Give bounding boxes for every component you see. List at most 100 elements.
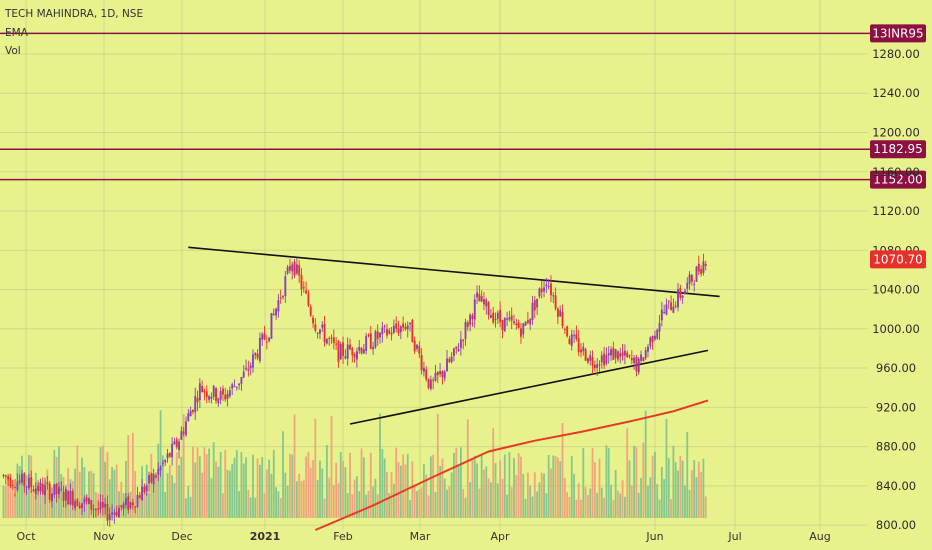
trendline-lower[interactable]	[349, 349, 709, 425]
volume-bar	[459, 447, 462, 518]
volume-bar	[92, 473, 95, 518]
volume-bar	[335, 462, 338, 518]
candle-body	[111, 512, 114, 515]
candle-body	[30, 477, 33, 488]
candle-body	[81, 503, 83, 509]
volume-bar	[658, 499, 661, 518]
candle-body	[566, 326, 569, 337]
x-tick-label: Apr	[490, 530, 510, 543]
volume-bar	[388, 493, 391, 518]
volume-bar	[406, 453, 409, 518]
y-tick-label: 960.00	[876, 361, 916, 375]
volume-bar	[201, 472, 204, 518]
candle-body	[598, 364, 601, 366]
candle-body	[314, 324, 317, 331]
volume-bar	[332, 485, 335, 518]
volume-bar	[208, 448, 210, 518]
candle-body	[69, 491, 72, 505]
volume-bar	[390, 472, 393, 518]
volume-bar	[577, 483, 580, 518]
volume-bar	[159, 410, 162, 518]
candle-body	[614, 349, 617, 359]
candle-body	[647, 346, 649, 352]
candle-body	[168, 453, 171, 457]
candle-body	[351, 347, 354, 356]
volume-bar	[503, 454, 506, 518]
volume-bar	[513, 457, 515, 518]
candle-body	[254, 352, 257, 356]
candle-body	[185, 421, 187, 436]
level-label-bg	[870, 170, 926, 189]
candle-body	[554, 295, 557, 309]
candle-body	[610, 349, 612, 356]
level-label: 1152.00	[873, 173, 923, 187]
volume-bar	[436, 414, 439, 518]
trendline-upper[interactable]	[188, 246, 720, 298]
level-label: 13INR95	[872, 26, 923, 40]
volume-bar	[150, 453, 153, 518]
candle-body	[275, 308, 278, 316]
candle-body	[603, 353, 606, 366]
candle-body	[515, 323, 518, 326]
volume-bar	[275, 487, 277, 518]
candle-body	[392, 325, 395, 333]
volume-bar	[233, 457, 236, 518]
volume-bar	[155, 476, 157, 518]
candle-body	[621, 352, 624, 356]
volume-bar	[222, 493, 224, 518]
candle-body	[457, 349, 460, 351]
last-price-tag	[870, 250, 926, 269]
volume-bar	[381, 449, 384, 518]
volume-bar	[305, 456, 308, 518]
candle-body	[372, 346, 375, 350]
volume-bar	[644, 410, 647, 518]
candle-body	[85, 497, 88, 502]
volume-bar	[115, 464, 118, 518]
volume-bar	[665, 419, 668, 518]
volume-bar	[106, 452, 109, 518]
volume-bar	[118, 491, 120, 518]
trendlines[interactable]	[188, 246, 720, 425]
candle-body	[411, 319, 414, 343]
candle-body	[83, 498, 86, 504]
candle-body	[365, 336, 368, 351]
volume-bar	[277, 491, 280, 518]
volume-bar	[684, 485, 686, 518]
volume-bar	[7, 477, 10, 518]
volume-bar	[508, 452, 511, 518]
candle-body	[270, 313, 273, 339]
candle-body	[496, 312, 499, 319]
volume-bar	[245, 457, 247, 518]
candle-body	[224, 394, 227, 400]
time-axis[interactable]: Oct Nov Dec 2021 Feb Mar Apr Jun Jul Aug	[16, 530, 830, 543]
volume-bar	[346, 493, 349, 518]
candle-body	[677, 289, 679, 308]
x-tick-label: Mar	[410, 530, 431, 543]
candle-body	[39, 482, 42, 492]
candle-body	[217, 398, 220, 404]
candle-body	[499, 309, 502, 323]
candle-body	[32, 489, 35, 492]
candle-body	[545, 284, 548, 287]
candle-body	[605, 355, 608, 364]
candle-body	[596, 364, 599, 368]
volume-bar	[600, 487, 603, 518]
volume-bar	[563, 477, 566, 518]
volume-bar	[268, 459, 271, 518]
candle-body	[295, 264, 298, 274]
volume-bar	[446, 489, 448, 518]
volume-bar	[312, 460, 314, 518]
candle-body	[480, 296, 483, 302]
price-axis[interactable]: 800.00 840.00 880.00 920.00 960.00 1000.00 104…	[870, 47, 926, 532]
candle-body	[672, 306, 675, 313]
candle-body	[432, 379, 435, 381]
volume-bar	[429, 456, 432, 518]
candle-body	[369, 333, 372, 349]
candle-body	[550, 283, 552, 296]
candle-body	[688, 274, 691, 284]
volume-bar	[265, 469, 268, 518]
candle-body	[291, 264, 294, 272]
candle-body	[194, 396, 197, 413]
horizontal-levels[interactable]: 13INR95 1182.95 1152.00	[0, 24, 926, 189]
